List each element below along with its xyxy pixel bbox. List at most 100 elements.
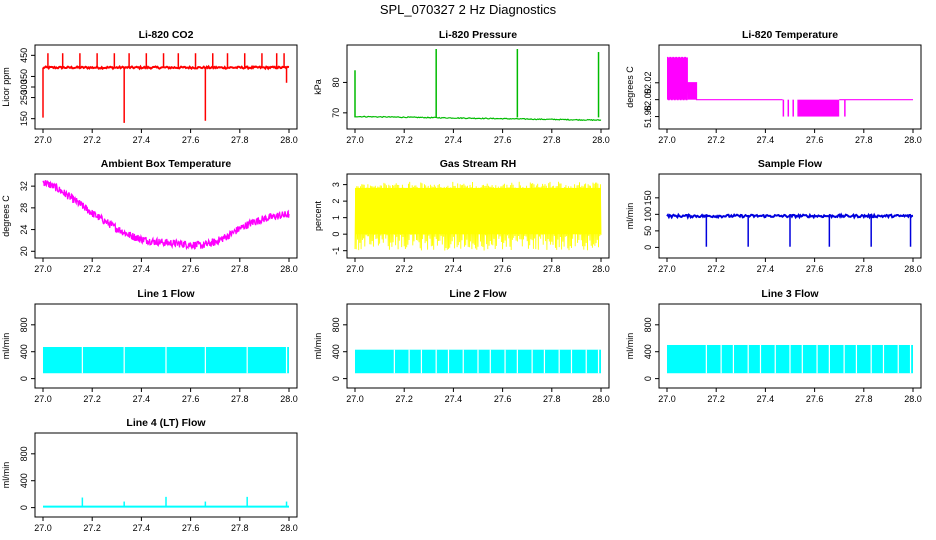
panel-2: Li-820 Temperature degrees C 27.0 27.2 27.4 2… bbox=[625, 29, 922, 145]
x-tick-label: 27.2 bbox=[83, 523, 101, 533]
x-tick-label: 27.0 bbox=[346, 135, 364, 145]
x-tick-label: 27.4 bbox=[133, 394, 151, 404]
x-tick-label: 27.0 bbox=[658, 264, 676, 274]
x-tick-label: 27.8 bbox=[543, 394, 561, 404]
y-tick-label: 32 bbox=[19, 181, 29, 191]
x-tick-label: 27.0 bbox=[34, 394, 52, 404]
x-tick-label: 28.0 bbox=[280, 523, 298, 533]
x-tick-label: 27.4 bbox=[133, 264, 151, 274]
x-tick-label: 28.0 bbox=[904, 264, 922, 274]
x-tick-label: 27.2 bbox=[707, 394, 725, 404]
y-axis-label: Licor ppm bbox=[1, 67, 11, 107]
x-tick-label: 28.0 bbox=[280, 264, 298, 274]
panel-3: Ambient Box Temperature degrees C 27.0 27.2… bbox=[1, 158, 298, 274]
x-tick-label: 27.0 bbox=[34, 523, 52, 533]
x-tick-label: 27.4 bbox=[445, 264, 463, 274]
x-tick-label: 28.0 bbox=[592, 264, 610, 274]
y-tick-label: 0 bbox=[331, 376, 341, 381]
plot-frame bbox=[34, 303, 298, 389]
dense-segment bbox=[687, 82, 697, 100]
plot-frame bbox=[346, 303, 610, 389]
y-axis-label: percent bbox=[313, 200, 323, 231]
x-tick-label: 27.6 bbox=[806, 135, 824, 145]
x-tick-label: 27.6 bbox=[806, 394, 824, 404]
x-tick-label: 28.0 bbox=[280, 135, 298, 145]
y-tick-label: 0 bbox=[19, 505, 29, 510]
y-tick-label: 400 bbox=[331, 344, 341, 359]
x-tick-label: 27.2 bbox=[395, 264, 413, 274]
x-tick-label: 27.8 bbox=[231, 394, 249, 404]
y-tick-label: 300 bbox=[19, 79, 29, 94]
x-tick-label: 27.2 bbox=[83, 264, 101, 274]
x-tick-label: 27.4 bbox=[757, 264, 775, 274]
x-tick-label: 27.4 bbox=[133, 523, 151, 533]
x-tick-label: 27.8 bbox=[855, 135, 873, 145]
x-tick-label: 27.8 bbox=[231, 523, 249, 533]
y-tick-label: 52.02 bbox=[643, 72, 653, 95]
y-tick-label: 20 bbox=[19, 246, 29, 256]
series-line bbox=[666, 212, 914, 220]
y-tick-label: 51.98 bbox=[643, 105, 653, 128]
step-pulse bbox=[787, 99, 790, 117]
x-tick-label: 27.6 bbox=[806, 264, 824, 274]
x-tick-label: 27.8 bbox=[231, 135, 249, 145]
x-tick-label: 27.0 bbox=[658, 394, 676, 404]
series-line bbox=[354, 115, 602, 122]
plot-frame bbox=[34, 44, 298, 130]
panel-6: Line 1 Flow ml/min 27.0 27.2 27.4 27.6 27.8 28.… bbox=[1, 288, 298, 404]
y-tick-label: 0 bbox=[643, 245, 653, 250]
y-tick-label: 0 bbox=[19, 376, 29, 381]
panel-5: Sample Flow ml/min 27.0 27.2 27.4 27.6 27.8 28.… bbox=[625, 158, 922, 274]
y-axis-label: degrees C bbox=[625, 66, 635, 108]
x-tick-label: 28.0 bbox=[904, 135, 922, 145]
x-tick-label: 27.2 bbox=[395, 394, 413, 404]
y-tick-label: 350 bbox=[19, 69, 29, 84]
y-tick-label: -1 bbox=[331, 247, 341, 255]
step-pulse bbox=[844, 99, 846, 117]
panel-7: Line 2 Flow ml/min 27.0 27.2 27.4 27.6 27.8 28.… bbox=[313, 288, 610, 404]
x-tick-label: 27.8 bbox=[543, 135, 561, 145]
plot-frame bbox=[658, 303, 922, 389]
x-tick-label: 27.6 bbox=[182, 523, 200, 533]
x-tick-label: 27.6 bbox=[182, 394, 200, 404]
y-tick-label: 400 bbox=[19, 473, 29, 488]
y-axis-label: degrees C bbox=[1, 195, 11, 237]
panel-title: Line 4 (LT) Flow bbox=[126, 417, 206, 429]
plot-frame bbox=[658, 173, 922, 259]
x-tick-label: 28.0 bbox=[280, 394, 298, 404]
y-tick-label: 24 bbox=[19, 225, 29, 235]
dense-segment bbox=[667, 57, 688, 100]
y-tick-label: 28 bbox=[19, 203, 29, 213]
y-tick-label: 100 bbox=[643, 207, 653, 222]
y-tick-label: 0 bbox=[643, 376, 653, 381]
x-tick-label: 27.4 bbox=[757, 394, 775, 404]
panel-4: Gas Stream RH percent 27.0 27.2 27.4 27.6 27.8… bbox=[313, 158, 610, 274]
panel-9: Line 4 (LT) Flow ml/min 27.0 27.2 27.4 27.6 27… bbox=[1, 417, 298, 533]
series-line bbox=[42, 64, 290, 71]
x-tick-label: 27.0 bbox=[346, 394, 364, 404]
panel-8: Line 3 Flow ml/min 27.0 27.2 27.4 27.6 27.8 28.… bbox=[625, 288, 922, 404]
panel-0: Li-820 CO2 Licor ppm 27.0 27.2 27.4 27.6 27.8 2… bbox=[1, 29, 298, 145]
y-tick-label: 150 bbox=[643, 190, 653, 205]
x-tick-label: 28.0 bbox=[904, 394, 922, 404]
y-tick-label: 52.00 bbox=[643, 88, 653, 111]
x-tick-label: 27.8 bbox=[543, 264, 561, 274]
step-pulse bbox=[782, 99, 785, 117]
x-tick-label: 28.0 bbox=[592, 135, 610, 145]
y-tick-label: 250 bbox=[19, 90, 29, 105]
plot-frame bbox=[346, 44, 610, 130]
panel-title: Line 1 Flow bbox=[137, 288, 195, 300]
series-line bbox=[354, 181, 602, 251]
x-tick-label: 27.6 bbox=[182, 264, 200, 274]
x-tick-label: 27.2 bbox=[707, 264, 725, 274]
x-tick-label: 27.6 bbox=[182, 135, 200, 145]
x-tick-label: 27.0 bbox=[658, 135, 676, 145]
panel-title: Li-820 Pressure bbox=[439, 29, 517, 41]
y-axis-label: kPa bbox=[313, 79, 323, 95]
x-tick-label: 27.8 bbox=[855, 394, 873, 404]
x-tick-label: 27.6 bbox=[494, 394, 512, 404]
panel-title: Li-820 CO2 bbox=[139, 29, 194, 41]
plot-frame bbox=[34, 173, 298, 259]
y-axis-label: ml/min bbox=[1, 462, 11, 489]
x-tick-label: 27.6 bbox=[494, 135, 512, 145]
